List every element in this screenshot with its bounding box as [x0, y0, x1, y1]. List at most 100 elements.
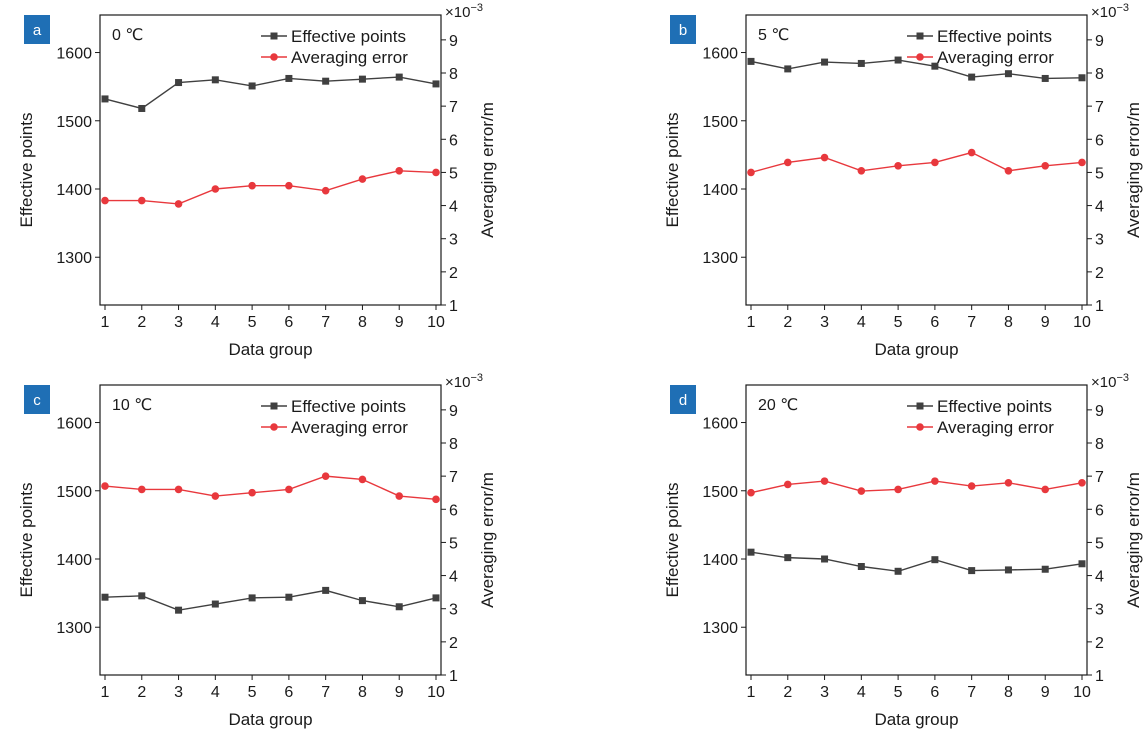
data-point-averaging-error — [747, 168, 755, 177]
panel-label-badge — [670, 15, 696, 44]
data-point-effective-points — [1078, 74, 1086, 82]
data-point-averaging-error — [1041, 485, 1050, 494]
left-y-tick-label: 1400 — [56, 552, 92, 569]
right-y-tick-label: 5 — [449, 535, 458, 552]
x-tick-label: 3 — [820, 314, 829, 331]
data-point-averaging-error — [432, 168, 440, 177]
x-tick-label: 6 — [284, 314, 293, 331]
right-y-tick-label: 2 — [449, 265, 458, 282]
right-y-tick-label: 1 — [449, 668, 458, 685]
right-y-tick-label: 9 — [449, 33, 458, 50]
data-point-effective-points — [395, 603, 403, 611]
data-point-averaging-error — [1041, 162, 1050, 170]
data-point-effective-points — [821, 555, 829, 563]
data-point-effective-points — [931, 556, 939, 564]
legend-marker-circle — [916, 423, 924, 431]
data-point-effective-points — [968, 73, 976, 81]
data-point-averaging-error — [137, 485, 146, 494]
data-point-effective-points — [175, 79, 183, 87]
data-point-averaging-error — [747, 488, 755, 497]
data-point-averaging-error — [174, 485, 183, 494]
data-point-averaging-error — [101, 482, 109, 490]
right-y-tick-label: 1 — [1095, 298, 1104, 315]
right-y-tick-label: 6 — [449, 132, 458, 149]
x-tick-label: 5 — [894, 684, 903, 701]
left-y-tick-label: 1600 — [56, 416, 92, 433]
data-point-effective-points — [1004, 566, 1012, 574]
x-tick-label: 8 — [1004, 684, 1013, 701]
x-tick-label: 10 — [427, 314, 445, 331]
data-point-effective-points — [248, 594, 256, 602]
x-tick-label: 7 — [321, 314, 330, 331]
x-tick-label: 2 — [783, 314, 792, 331]
x-tick-label: 3 — [174, 684, 183, 701]
data-point-averaging-error — [1004, 478, 1013, 487]
series-line-effective-points — [750, 59, 1083, 80]
right-y-axis-label: Averaging error/m — [1124, 472, 1143, 608]
panel-label: c — [33, 392, 41, 409]
left-y-axis-label: Effective points — [663, 113, 682, 228]
data-point-effective-points — [358, 597, 366, 605]
x-tick-label: 9 — [1041, 684, 1050, 701]
legend-marker-circle — [270, 423, 278, 431]
x-tick-label: 1 — [747, 684, 756, 701]
chart-panel-c: c 10 ℃ 1300 1400 1500 1600 1 2 3 4 5 6 7 8 9 1 2 3 4 5 6 7 8 9 1… — [17, 372, 497, 729]
plot-frame — [745, 384, 1088, 676]
data-point-averaging-error — [894, 485, 902, 494]
data-point-averaging-error — [857, 166, 866, 175]
right-axis-multiplier: ×10−3 — [1091, 372, 1129, 391]
data-point-effective-points — [101, 593, 109, 601]
data-point-averaging-error — [358, 175, 367, 183]
right-y-tick-label: 6 — [1095, 132, 1104, 149]
temperature-label: 20 ℃ — [758, 397, 798, 414]
right-y-tick-label: 1 — [1095, 668, 1104, 685]
temperature-label: 5 ℃ — [758, 27, 789, 44]
right-y-tick-label: 7 — [1095, 469, 1104, 486]
series-line-averaging-error — [104, 475, 437, 501]
data-point-averaging-error — [358, 475, 367, 484]
left-y-tick-label: 1500 — [56, 114, 92, 131]
series-line-averaging-error — [750, 480, 1083, 494]
x-tick-label: 1 — [101, 684, 110, 701]
x-tick-label: 8 — [358, 684, 367, 701]
left-y-tick-label: 1300 — [702, 620, 738, 637]
right-y-tick-label: 8 — [1095, 66, 1104, 83]
x-tick-label: 1 — [101, 314, 110, 331]
x-tick-label: 6 — [930, 684, 939, 701]
data-point-effective-points — [857, 563, 865, 571]
left-y-tick-label: 1600 — [702, 416, 738, 433]
left-y-axis-label: Effective points — [17, 483, 36, 598]
data-point-averaging-error — [285, 181, 293, 190]
data-point-effective-points — [747, 548, 755, 556]
data-point-averaging-error — [894, 162, 902, 170]
x-tick-label: 2 — [783, 684, 792, 701]
chart-panel-d: d 20 ℃ 1300 1400 1500 1600 1 2 3 4 5 6 7 8 9 1 2 3 4 5 6 7 8 9 1… — [663, 372, 1143, 729]
x-tick-label: 4 — [857, 684, 866, 701]
data-point-averaging-error — [967, 482, 976, 490]
x-tick-label: 3 — [174, 314, 183, 331]
series-line-averaging-error — [105, 170, 437, 205]
right-y-tick-label: 4 — [449, 199, 458, 216]
data-point-effective-points — [285, 74, 293, 82]
x-tick-label: 2 — [137, 314, 146, 331]
right-y-tick-label: 6 — [449, 502, 458, 519]
right-y-tick-label: 8 — [449, 66, 458, 83]
data-point-effective-points — [894, 567, 902, 575]
plot-frame — [99, 384, 442, 676]
left-y-tick-label: 1400 — [702, 182, 738, 199]
panel-label: a — [33, 22, 42, 39]
series-line-effective-points — [104, 589, 437, 611]
right-axis-multiplier: ×10−3 — [445, 2, 483, 21]
chart-panel-b: b 5 ℃ 1300 1400 1500 1600 1 2 3 4 5 6 7 8 9 1 2 3 4 5 6 7 8 9 10… — [663, 2, 1143, 359]
left-y-tick-label: 1400 — [56, 182, 92, 199]
data-point-averaging-error — [395, 166, 404, 175]
legend-marker-square — [270, 402, 278, 410]
data-point-effective-points — [322, 586, 330, 594]
panel-label-badge — [670, 385, 696, 414]
right-y-tick-label: 7 — [449, 469, 458, 486]
x-tick-label: 2 — [137, 684, 146, 701]
legend-label: Averaging error — [291, 48, 408, 67]
data-point-averaging-error — [783, 158, 792, 167]
data-point-effective-points — [285, 593, 293, 601]
data-point-averaging-error — [967, 148, 976, 157]
